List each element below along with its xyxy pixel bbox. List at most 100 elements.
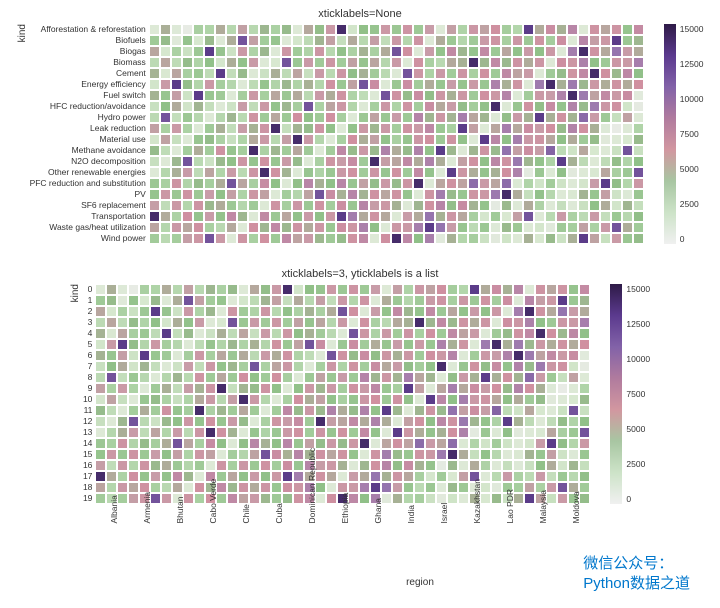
heatmap-cell	[501, 101, 512, 112]
heatmap-cell	[579, 394, 590, 405]
heatmap-cell	[193, 211, 204, 222]
heatmap-cell	[227, 295, 238, 306]
heatmap-cell	[161, 339, 172, 350]
heatmap-cell	[271, 427, 282, 438]
heatmap-cell	[260, 284, 271, 295]
heatmap-cell	[194, 416, 205, 427]
heatmap-cell	[193, 145, 204, 156]
heatmap-cell	[204, 46, 215, 57]
heatmap-cell	[194, 350, 205, 361]
heatmap-cell	[336, 200, 347, 211]
heatmap-cell	[567, 145, 578, 156]
heatmap-cell	[556, 123, 567, 134]
heatmap-cell	[556, 79, 567, 90]
heatmap-cell	[314, 145, 325, 156]
heatmap-cell	[315, 416, 326, 427]
heatmap-cell	[523, 145, 534, 156]
heatmap-cell	[149, 112, 160, 123]
heatmap-cell	[491, 295, 502, 306]
heatmap-cell	[149, 134, 160, 145]
heatmap-cell	[204, 200, 215, 211]
heatmap-cell	[205, 284, 216, 295]
heatmap-cell	[479, 233, 490, 244]
heatmap-cell	[248, 233, 259, 244]
heatmap-cell	[369, 24, 380, 35]
heatmap-cell	[248, 112, 259, 123]
heatmap-cell	[106, 471, 117, 482]
heatmap-cell	[259, 200, 270, 211]
heatmap-cell	[315, 361, 326, 372]
heatmap-cell	[413, 211, 424, 222]
heatmap-cell	[413, 134, 424, 145]
heatmap-cell	[457, 35, 468, 46]
heatmap-cell	[435, 79, 446, 90]
heatmap-cell	[513, 416, 524, 427]
heatmap-cell	[436, 339, 447, 350]
heatmap-cell	[391, 189, 402, 200]
heatmap-cell	[392, 416, 403, 427]
heatmap-cell	[369, 57, 380, 68]
heatmap-cell	[600, 68, 611, 79]
heatmap-cell	[281, 24, 292, 35]
heatmap-cell	[347, 178, 358, 189]
heatmap-cell	[457, 68, 468, 79]
heatmap-cell	[392, 361, 403, 372]
heatmap-cell	[479, 101, 490, 112]
heatmap-cell	[502, 471, 513, 482]
heatmap-cell	[183, 438, 194, 449]
heatmap-cell	[579, 449, 590, 460]
heatmap-cell	[446, 200, 457, 211]
heatmap-cell	[567, 156, 578, 167]
heatmap-cell	[403, 317, 414, 328]
heatmap-cell	[215, 112, 226, 123]
colorbar-tick: 15000	[680, 24, 704, 34]
heatmap-cell	[259, 123, 270, 134]
heatmap-cell	[556, 134, 567, 145]
heatmap-cell	[215, 200, 226, 211]
heatmap-cell	[226, 68, 237, 79]
heatmap-cell	[237, 112, 248, 123]
heatmap-cell	[502, 383, 513, 394]
ytick-label: 13	[83, 427, 95, 438]
heatmap-cell	[204, 112, 215, 123]
heatmap-cell	[567, 46, 578, 57]
heatmap-cell	[490, 57, 501, 68]
heatmap-cell	[281, 35, 292, 46]
heatmap-cell	[227, 449, 238, 460]
heatmap-cell	[95, 339, 106, 350]
heatmap-cell	[182, 211, 193, 222]
heatmap-cell	[490, 200, 501, 211]
heatmap-cell	[413, 233, 424, 244]
heatmap-cell	[326, 471, 337, 482]
heatmap-cell	[292, 178, 303, 189]
heatmap-cell	[545, 35, 556, 46]
heatmap-cell	[161, 361, 172, 372]
heatmap-cell	[468, 35, 479, 46]
heatmap-cell	[336, 167, 347, 178]
heatmap-cell	[117, 416, 128, 427]
heatmap-cell	[578, 211, 589, 222]
heatmap-cell	[303, 211, 314, 222]
heatmap-cell	[556, 145, 567, 156]
heatmap-cell	[337, 449, 348, 460]
heatmap-cell	[326, 482, 337, 493]
heatmap-cell	[611, 101, 622, 112]
heatmap-cell	[150, 482, 161, 493]
heatmap-cell	[479, 134, 490, 145]
heatmap-cell	[425, 405, 436, 416]
heatmap-cell	[271, 471, 282, 482]
heatmap-cell	[414, 405, 425, 416]
heatmap-cell	[534, 200, 545, 211]
heatmap-cell	[435, 90, 446, 101]
heatmap-cell	[106, 449, 117, 460]
heatmap-cell	[183, 350, 194, 361]
heatmap-cell	[524, 339, 535, 350]
heatmap-cell	[491, 493, 502, 504]
heatmap-cell	[215, 167, 226, 178]
heatmap-cell	[193, 134, 204, 145]
ytick-label: Biofuels	[30, 35, 149, 46]
heatmap-cell	[336, 46, 347, 57]
heatmap-cell	[95, 295, 106, 306]
heatmap-cell	[435, 145, 446, 156]
heatmap-cell	[128, 284, 139, 295]
